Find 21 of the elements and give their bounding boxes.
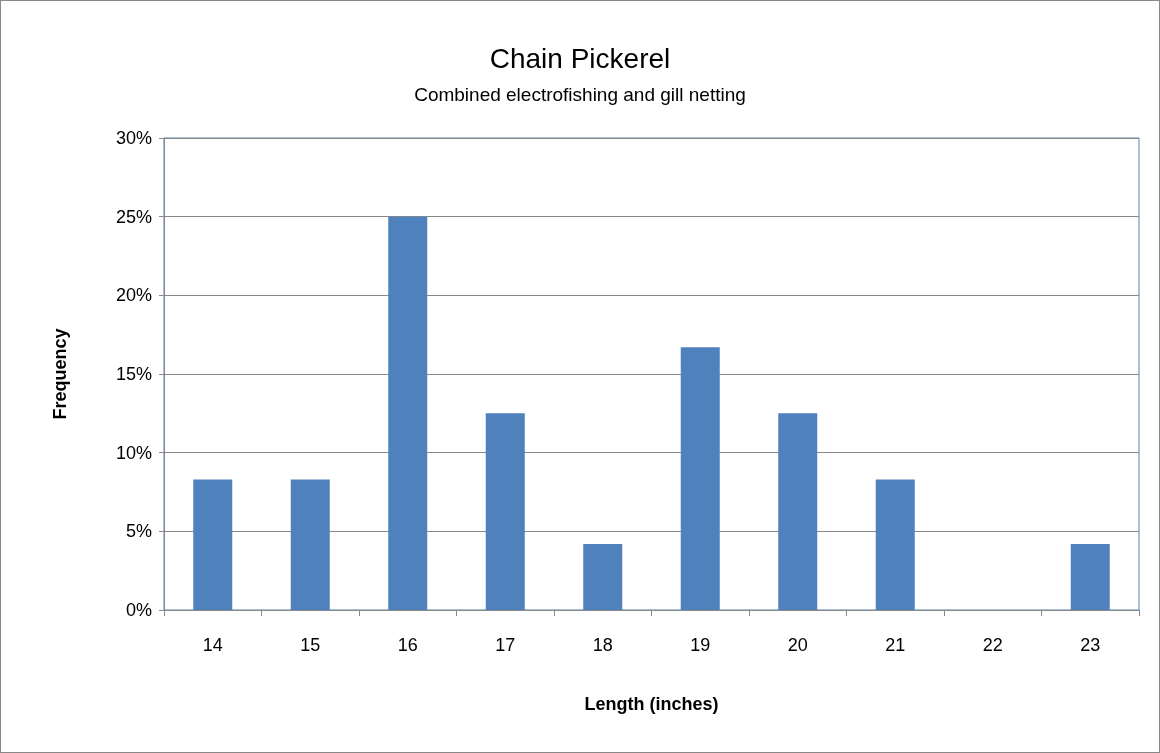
y-tick-label: 15% bbox=[115, 364, 152, 384]
x-tick-label: 21 bbox=[885, 635, 906, 655]
y-tick-label: 0% bbox=[125, 600, 152, 620]
y-tick-label: 30% bbox=[115, 128, 152, 148]
chart-title: Chain Pickerel bbox=[489, 42, 671, 74]
x-tick-label: 20 bbox=[787, 635, 808, 655]
x-tick-label: 23 bbox=[1080, 635, 1101, 655]
y-tick-label: 10% bbox=[115, 442, 152, 463]
y-axis-title: Frequency bbox=[50, 328, 70, 420]
chart-subtitle: Combined electrofishing and gill netting bbox=[414, 84, 746, 105]
x-tick-label: 17 bbox=[495, 635, 516, 655]
x-tick-label: 14 bbox=[202, 635, 223, 655]
y-tick-label: 20% bbox=[115, 285, 152, 306]
x-axis-title: Length (inches) bbox=[584, 694, 719, 714]
x-tick-label: 15 bbox=[300, 635, 321, 655]
y-tick-label: 5% bbox=[125, 521, 152, 542]
x-tick-label: 19 bbox=[690, 635, 711, 655]
x-tick-label: 16 bbox=[397, 635, 418, 655]
y-tick-label: 25% bbox=[115, 206, 152, 227]
x-tick-label: 22 bbox=[982, 635, 1003, 655]
x-tick-label: 18 bbox=[592, 635, 613, 655]
